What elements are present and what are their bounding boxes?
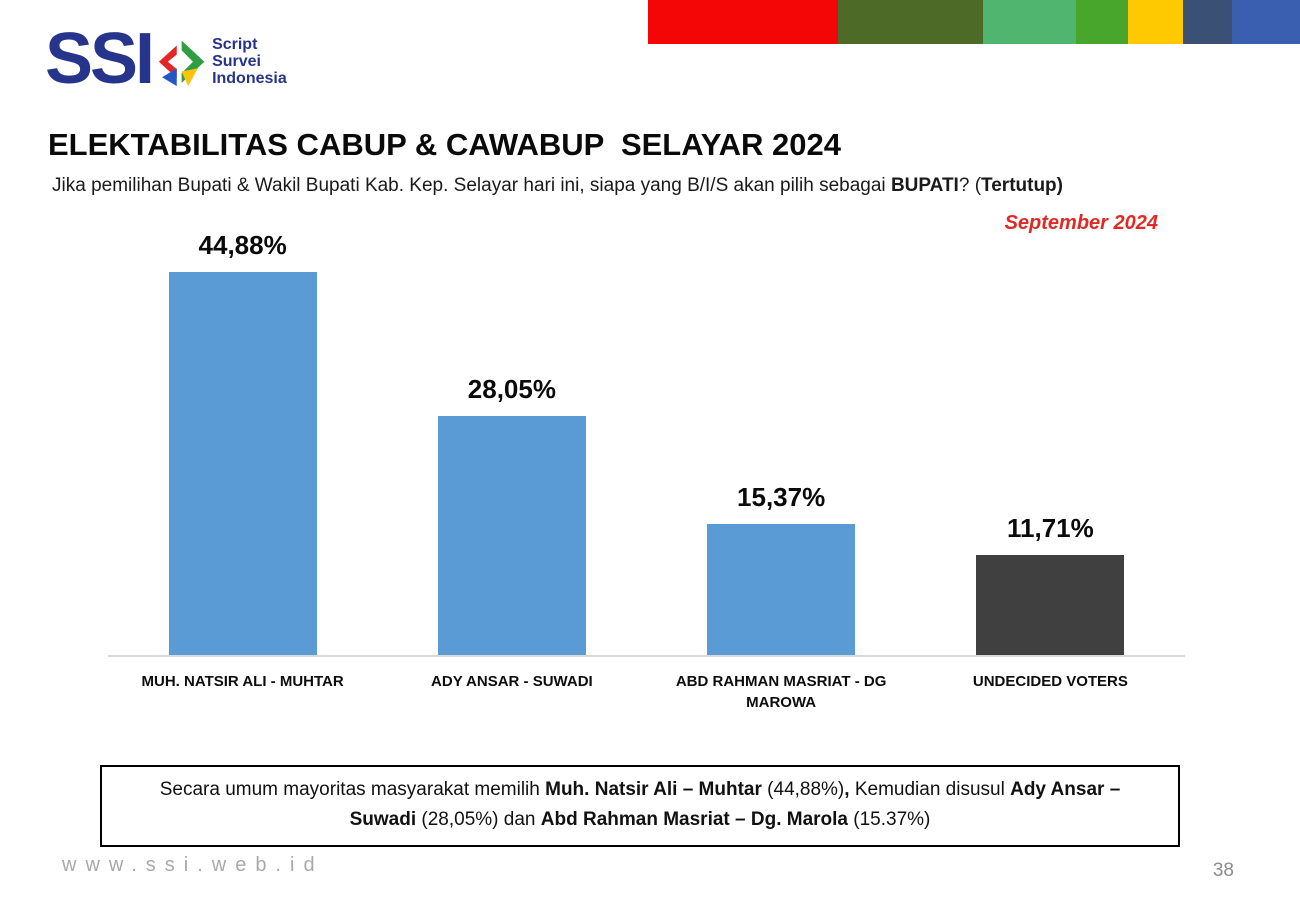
ssi-logo-arrows-icon <box>158 40 205 87</box>
page-number: 38 <box>1212 860 1234 881</box>
text-segment: Kemudian disusul <box>849 779 1011 800</box>
bar-category-label-0: MUH. NATSIR ALI - MUHTAR <box>141 673 344 690</box>
ssi-logo-caption-line1: Script <box>212 36 258 53</box>
bar-value-label-3: 11,71% <box>1007 513 1094 544</box>
bold-text-segment: Tertutup) <box>981 175 1063 196</box>
bar-3 <box>976 555 1125 655</box>
survey-date-label: September 2024 <box>1004 212 1158 234</box>
bold-text-segment: BUPATI <box>890 175 959 196</box>
text-segment: Jika pemilihan Bupati & Wakil Bupati Kab… <box>52 175 891 196</box>
page-title: ELEKTABILITAS CABUP & CAWABUP SELAYAR 20… <box>48 126 841 162</box>
strip-segment-green <box>1076 0 1128 44</box>
bold-text-segment: , <box>844 779 850 800</box>
bar-value-label-0: 44,88% <box>198 229 287 260</box>
strip-segment-red <box>648 0 838 44</box>
text-segment: (28,05%) dan <box>416 809 541 830</box>
website-url: www.ssi.web.id <box>62 854 324 876</box>
bold-text-segment: Abd Rahman Masriat – Dg. Marola <box>540 809 848 830</box>
text-segment: Secara umum mayoritas masyarakat memilih <box>159 779 546 800</box>
bar-2 <box>707 523 856 655</box>
ssi-logo-caption-line2: Survei <box>212 53 261 70</box>
ssi-logo-caption: Script Survei Indonesia <box>212 36 287 87</box>
strip-segment-slate-blue <box>1183 0 1232 44</box>
ssi-logo-caption-line3: Indonesia <box>212 70 287 87</box>
bar-category-label-1: ADY ANSAR - SUWADI <box>431 673 593 690</box>
bar-0 <box>168 271 317 655</box>
summary-box: Secara umum mayoritas masyarakat memilih… <box>100 765 1180 847</box>
bar-value-label-2: 15,37% <box>737 481 826 512</box>
ssi-logo-text: SSI <box>45 19 155 99</box>
bar-1 <box>437 415 586 655</box>
strip-segment-royal-blue <box>1232 0 1300 44</box>
strip-segment-yellow <box>1128 0 1183 44</box>
bold-text-segment: Ady Ansar – Suwadi <box>349 779 1121 830</box>
ssi-logo: SSI Script Survei Indonesia <box>45 19 287 99</box>
bold-text-segment: Muh. Natsir Ali – Muhtar <box>545 779 762 800</box>
text-segment: (44,88%) <box>761 779 845 800</box>
x-axis-line <box>108 655 1185 657</box>
bar-category-label-3: UNDECIDED VOTERS <box>972 673 1128 690</box>
bar-value-label-1: 28,05% <box>467 373 556 404</box>
survey-question: Jika pemilihan Bupati & Wakil Bupati Kab… <box>52 175 1063 197</box>
strip-segment-dark-olive <box>838 0 983 44</box>
text-segment: (15.37%) <box>848 809 931 830</box>
text-segment: ? ( <box>958 175 982 196</box>
strip-segment-sea-green <box>983 0 1076 44</box>
bar-category-label-2: ABD RAHMAN MASRIAT - DG MAROWA <box>675 673 887 711</box>
